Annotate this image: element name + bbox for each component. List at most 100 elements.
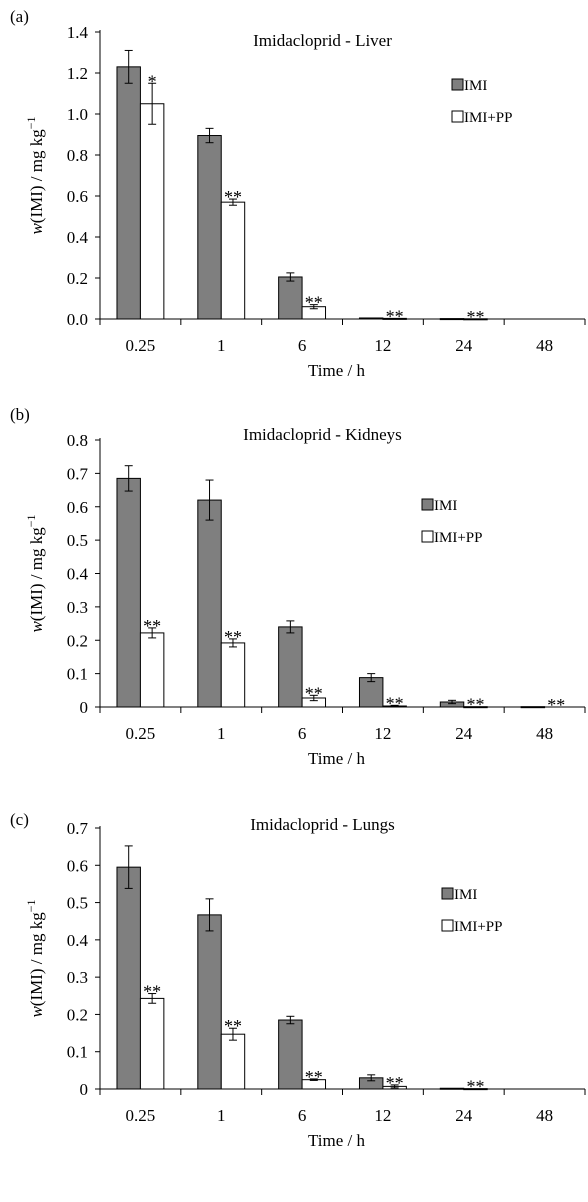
- y-tick-label: 0: [80, 1080, 89, 1099]
- significance-mark: *: [148, 71, 157, 91]
- y-tick-label: 0.7: [67, 819, 89, 838]
- y-tick-label: 0.2: [67, 269, 88, 288]
- y-tick-label: 0.3: [67, 598, 88, 617]
- significance-mark: **: [143, 982, 161, 1002]
- significance-mark: **: [224, 1016, 242, 1036]
- chart-title: Imidacloprid - Lungs: [250, 815, 394, 834]
- chart-panel-2: (b) Imidacloprid - Kidneys 0 0.1 0.2 0.3 0.4 0.…: [10, 405, 586, 768]
- x-tick-label: 48: [536, 1106, 553, 1125]
- y-tick-label: 0.8: [67, 431, 88, 450]
- chart-title: Imidacloprid - Kidneys: [243, 425, 402, 444]
- x-axis-label: Time / h: [308, 1131, 366, 1150]
- x-tick-label: 24: [455, 724, 473, 743]
- x-tick-label: 48: [536, 724, 553, 743]
- significance-mark: **: [466, 695, 484, 715]
- legend-label: IMI+PP: [454, 919, 502, 935]
- y-tick-label: 0.3: [67, 968, 88, 987]
- x-tick-label: 6: [298, 1106, 307, 1125]
- y-tick-label: 0.4: [67, 931, 89, 950]
- y-tick-label: 0.2: [67, 1005, 88, 1024]
- legend-swatch-imi-pp: [441, 919, 454, 932]
- bar-imi: [278, 276, 303, 320]
- bar-imi: [116, 477, 141, 708]
- legend-label: IMI: [454, 887, 477, 903]
- y-tick-label: 1.0: [67, 105, 88, 124]
- x-tick-label: 24: [455, 1106, 473, 1125]
- bar-imi: [197, 135, 222, 320]
- x-axis-label: Time / h: [308, 361, 366, 380]
- y-tick-label: 0.6: [67, 498, 88, 517]
- x-tick-label: 12: [374, 1106, 391, 1125]
- bar-imi: [116, 866, 141, 1090]
- legend-label: IMI: [464, 78, 487, 94]
- y-axis-label: w(IMI) / mg kg−1: [24, 899, 46, 1017]
- x-tick-label: 24: [455, 336, 473, 355]
- x-tick-label: 0.25: [126, 1106, 156, 1125]
- bar-imi-pp: [463, 706, 488, 709]
- x-tick-label: 0.25: [126, 336, 156, 355]
- y-tick-label: 0.7: [67, 464, 89, 483]
- panel-label: (a): [10, 7, 29, 26]
- y-tick-label: 0.4: [67, 228, 89, 247]
- significance-mark: **: [305, 1067, 323, 1087]
- legend-swatch-imi-pp: [421, 530, 434, 543]
- x-tick-label: 12: [374, 336, 391, 355]
- y-tick-label: 0.6: [67, 856, 88, 875]
- bar-imi: [197, 914, 222, 1090]
- x-tick-label: 1: [217, 336, 226, 355]
- y-tick-label: 0.0: [67, 310, 88, 329]
- significance-mark: **: [466, 1077, 484, 1097]
- bar-imi-pp: [139, 103, 165, 320]
- significance-mark: **: [386, 1073, 404, 1093]
- bar-imi-pp: [139, 632, 165, 708]
- panel-label: (b): [10, 405, 30, 424]
- bar-imi-pp: [139, 997, 165, 1090]
- legend-label: IMI+PP: [434, 530, 482, 546]
- y-tick-label: 0.6: [67, 187, 88, 206]
- chart-panel-1: (a) Imidacloprid - Liver 0.0 0.2 0.4 0.6 0.8 1.…: [10, 7, 586, 380]
- chart-title: Imidacloprid - Liver: [253, 31, 392, 50]
- legend-swatch-imi: [421, 498, 434, 511]
- bar-imi-pp: [220, 1033, 246, 1090]
- bar-imi-pp: [463, 1088, 488, 1091]
- y-tick-label: 1.2: [67, 64, 88, 83]
- bar-imi: [439, 1087, 465, 1090]
- bar-imi-pp: [220, 201, 246, 320]
- y-tick-label: 0.1: [67, 665, 88, 684]
- bar-imi-pp: [220, 642, 246, 708]
- legend-label: IMI: [434, 498, 457, 514]
- bar-imi-pp: [382, 317, 407, 320]
- y-axis-label: w(IMI) / mg kg−1: [24, 514, 46, 632]
- bar-imi: [197, 499, 222, 708]
- y-tick-label: 0.1: [67, 1043, 88, 1062]
- y-tick-label: 0: [80, 698, 89, 717]
- bar-imi: [520, 706, 546, 709]
- x-axis-label: Time / h: [308, 749, 366, 768]
- y-tick-label: 0.8: [67, 146, 88, 165]
- y-axis-label: w(IMI) / mg kg−1: [24, 116, 46, 234]
- significance-mark: **: [305, 293, 323, 313]
- bar-imi: [116, 66, 141, 320]
- legend-label: IMI+PP: [464, 110, 512, 126]
- bar-imi-pp: [463, 318, 488, 321]
- x-tick-label: 6: [298, 724, 307, 743]
- significance-mark: **: [305, 683, 323, 703]
- x-tick-label: 12: [374, 724, 391, 743]
- y-tick-label: 0.5: [67, 894, 88, 913]
- x-tick-label: 6: [298, 336, 307, 355]
- legend-swatch-imi-pp: [451, 110, 464, 123]
- panel-label: (c): [10, 810, 29, 829]
- legend-swatch-imi: [441, 887, 454, 900]
- y-tick-label: 0.2: [67, 631, 88, 650]
- significance-mark: **: [386, 306, 404, 326]
- y-tick-label: 0.5: [67, 531, 88, 550]
- significance-mark: **: [547, 695, 565, 715]
- x-tick-label: 1: [217, 1106, 226, 1125]
- legend-swatch-imi: [451, 78, 464, 91]
- x-tick-label: 0.25: [126, 724, 156, 743]
- significance-mark: **: [224, 627, 242, 647]
- significance-mark: **: [224, 187, 242, 207]
- bar-imi: [358, 317, 384, 320]
- chart-panel-3: (c) Imidacloprid - Lungs 0 0.1 0.2 0.3 0.4 0.5 0…: [10, 810, 586, 1150]
